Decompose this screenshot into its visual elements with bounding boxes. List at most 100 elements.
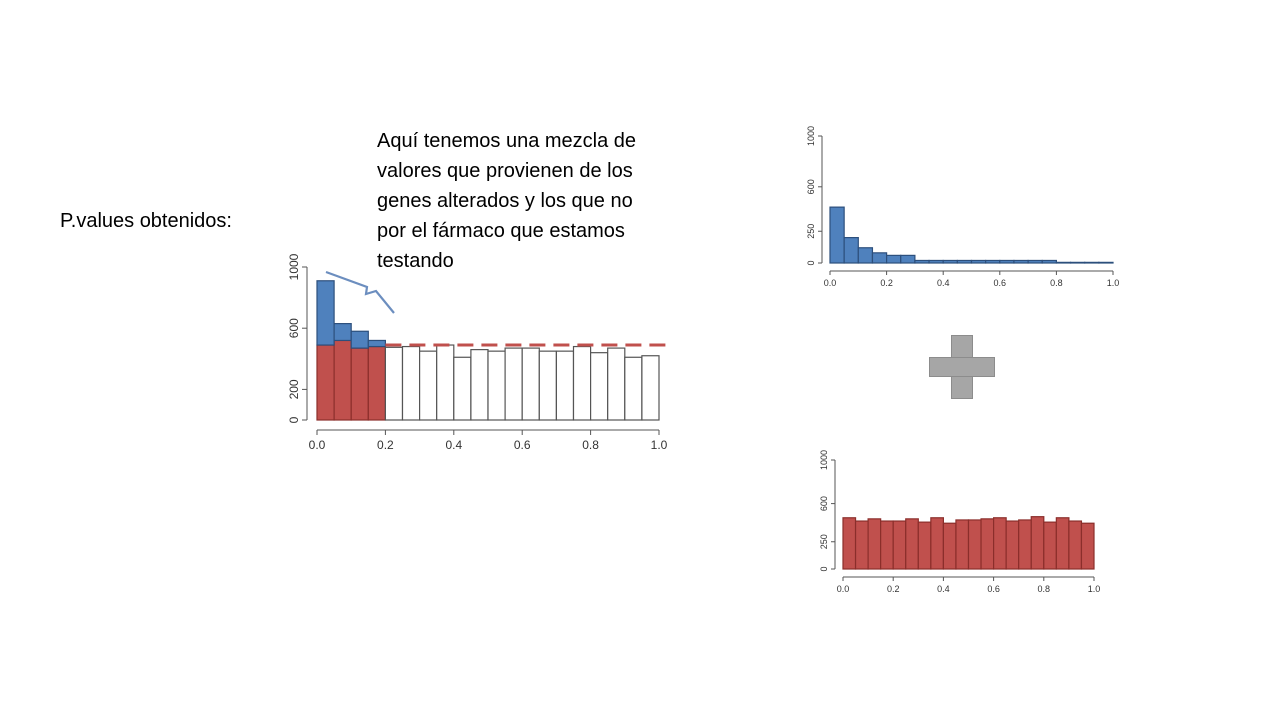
x-tick-label: 0.4 <box>937 278 950 288</box>
histogram-bar-red <box>993 517 1007 570</box>
plus-icon <box>929 335 995 399</box>
histogram-bar-white <box>504 347 523 421</box>
histogram-bar-white <box>607 347 626 421</box>
x-tick-label: 0.8 <box>1050 278 1063 288</box>
histogram-bar-red <box>350 347 369 421</box>
histogram-bar-red <box>367 345 387 421</box>
plus-center <box>952 358 972 376</box>
histogram-bar-blue <box>900 254 916 264</box>
x-tick-label: 1.0 <box>1107 278 1120 288</box>
histogram-bar-red <box>930 517 945 570</box>
histogram-bar-white <box>538 350 557 421</box>
annotation-text: Aquí tenemos una mezcla de valores que p… <box>377 126 677 276</box>
bracket-shape <box>325 270 395 314</box>
histogram-bar-red <box>892 520 907 570</box>
histogram-bar-red <box>854 520 869 570</box>
histogram-bar-blue <box>1027 259 1043 264</box>
histogram-bar-blue <box>1013 259 1029 264</box>
histogram-bar-red <box>333 339 352 421</box>
histogram-bar-white <box>470 349 489 421</box>
histogram-bar-white <box>590 352 609 421</box>
main-brace <box>325 270 395 314</box>
histogram-bar-red <box>905 518 919 570</box>
histogram-bar-white <box>419 350 438 421</box>
y-tick-label: 1000 <box>806 126 816 146</box>
histogram-bar-white <box>453 356 472 421</box>
histogram-bar-blue <box>914 259 930 264</box>
histogram-bar-red <box>842 517 857 570</box>
y-tick-label: 600 <box>806 179 816 194</box>
histogram-bar-white <box>572 345 592 421</box>
histogram-bar-blue <box>1055 261 1072 264</box>
annotation-line: genes alterados y los que no <box>377 190 633 212</box>
histogram-bar-red <box>967 519 982 570</box>
histogram-bar-red <box>1080 522 1095 570</box>
x-tick-label: 0.2 <box>887 584 900 594</box>
histogram-bar-blue <box>1084 261 1100 264</box>
histogram-bar-red <box>1068 520 1083 570</box>
x-tick-label: 0.6 <box>514 438 531 452</box>
x-tick-label: 0.6 <box>987 584 1000 594</box>
histogram-bar-red <box>917 521 932 570</box>
x-tick-label: 0.0 <box>837 584 850 594</box>
histogram-bar-red <box>867 518 882 570</box>
histogram-bar-red <box>1043 521 1057 570</box>
histogram-bar-white <box>401 345 421 421</box>
histogram-bar-red <box>1005 520 1020 570</box>
x-tick-label: 0.0 <box>824 278 837 288</box>
annotation-line: testando <box>377 250 454 272</box>
histogram-bar-blue <box>1041 259 1057 264</box>
x-tick-label: 0.8 <box>1038 584 1051 594</box>
histogram-bar-red <box>955 519 970 570</box>
x-tick-label: 0.2 <box>880 278 893 288</box>
histogram-bar-blue <box>1098 261 1114 264</box>
annotation-line: valores que provienen de los <box>377 160 633 182</box>
histogram-bar-red <box>316 344 335 421</box>
histogram-bar-white <box>384 346 404 421</box>
y-tick-label: 1000 <box>287 253 301 280</box>
x-tick-label: 0.6 <box>994 278 1007 288</box>
histogram-bar-blue <box>350 330 369 349</box>
histogram-bar-white <box>555 350 575 421</box>
annotation-line: Aquí tenemos una mezcla de <box>377 130 637 152</box>
histogram-bar-blue <box>857 247 874 264</box>
histogram-bar-red <box>1018 519 1032 570</box>
histogram-bar-blue <box>333 323 352 342</box>
x-tick-label: 1.0 <box>1088 584 1101 594</box>
annotation-line: por el fármaco que estamos <box>377 220 625 242</box>
histogram-bar-blue <box>316 280 335 346</box>
altered-genes-histogram: 0.0 0.2 0.4 0.6 0.8 1.0 0 250 600 1000 <box>806 126 1120 288</box>
histogram-bar-blue <box>942 259 958 264</box>
histogram-bar-red <box>980 518 995 570</box>
histogram-bar-blue <box>367 339 387 348</box>
x-tick-label: 0.0 <box>309 438 326 452</box>
histogram-bar-blue <box>885 254 902 264</box>
y-tick-label: 250 <box>819 534 829 549</box>
histogram-bar-white <box>521 347 540 421</box>
x-tick-label: 0.2 <box>377 438 394 452</box>
y-tick-label: 0 <box>819 566 829 571</box>
x-tick-label: 0.4 <box>937 584 950 594</box>
y-tick-label: 0 <box>287 416 301 423</box>
y-tick-label: 1000 <box>819 450 829 470</box>
x-tick-label: 1.0 <box>651 438 668 452</box>
x-tick-label: 0.8 <box>582 438 599 452</box>
slide-label: P.values obtenidos: <box>60 210 232 232</box>
unaltered-genes-histogram: 0.0 0.2 0.4 0.6 0.8 1.0 0 250 600 1000 <box>819 450 1101 594</box>
histogram-bar-red <box>880 520 894 570</box>
histogram-bar-blue <box>970 259 987 264</box>
x-tick-label: 0.4 <box>445 438 462 452</box>
histogram-bar-blue <box>843 236 859 264</box>
main-histogram: 0.0 0.2 0.4 0.6 0.8 1.0 0 200 600 1000 <box>287 253 673 452</box>
histogram-bar-white <box>487 350 506 421</box>
y-tick-label: 200 <box>287 379 301 399</box>
histogram-bar-white <box>624 356 643 421</box>
histogram-bar-red <box>942 522 957 570</box>
histogram-bar-blue <box>985 259 1001 264</box>
y-tick-label: 600 <box>287 318 301 338</box>
y-tick-label: 0 <box>806 260 816 265</box>
histogram-bar-blue <box>956 259 973 264</box>
histogram-bar-blue <box>1069 261 1086 264</box>
y-tick-label: 250 <box>806 224 816 239</box>
histogram-bar-red <box>1055 517 1070 570</box>
